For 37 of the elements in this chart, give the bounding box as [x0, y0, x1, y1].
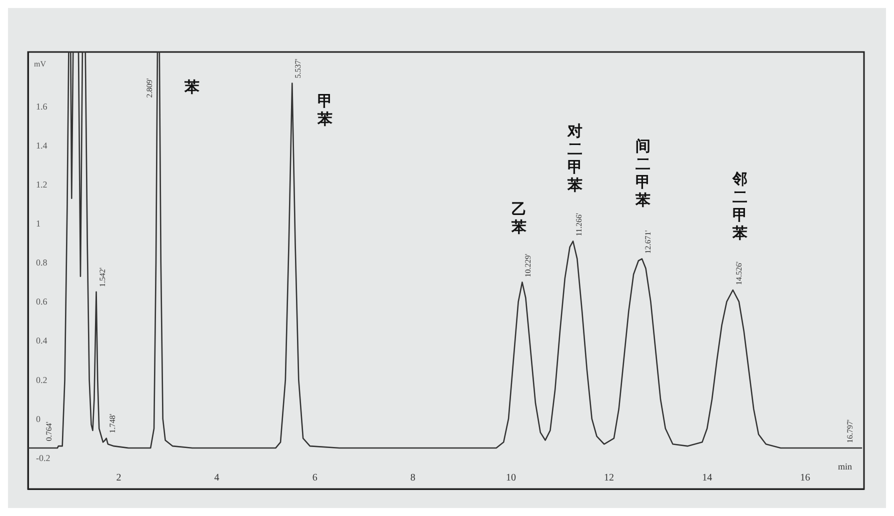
x-tick-label: 16	[800, 472, 810, 484]
annotation: 间二甲苯	[634, 137, 652, 209]
annotation: 16.797'	[846, 419, 855, 444]
y-tick-label: 1.2	[36, 180, 48, 190]
annotation: 0.764'	[44, 421, 54, 442]
line-series	[27, 51, 862, 449]
x-tick-label: 8	[410, 472, 416, 484]
x-tick-label: 10	[506, 472, 516, 484]
annotation: 甲苯	[316, 92, 334, 128]
x-tick-label: 2	[116, 472, 122, 484]
annotation: 苯	[184, 78, 200, 96]
y-tick-label: 0	[36, 414, 41, 424]
y-tick-label: 1	[36, 218, 40, 229]
annotation: 1.542'	[98, 266, 107, 287]
y-tick-label: 0.8	[36, 258, 48, 268]
annotation: 1.748'	[108, 413, 117, 434]
x-axis-title: min	[838, 462, 852, 472]
x-tick-label: 14	[702, 472, 712, 484]
y-tick-label: 1.6	[36, 102, 48, 112]
annotation: 邻二甲苯	[732, 170, 748, 242]
annotation: 12.671'	[643, 230, 652, 254]
x-tick-label: 12	[604, 472, 614, 484]
y-tick-label: 0.4	[36, 336, 48, 346]
y-tick-label: -0.2	[36, 452, 50, 463]
annotation: 10.229'	[524, 253, 533, 278]
annotation: 11.266'	[574, 212, 584, 236]
x-tick-label: 6	[312, 472, 318, 484]
x-tick-label: 4	[214, 472, 220, 484]
annotation: 乙苯	[510, 200, 528, 236]
annotation: 5.537'	[294, 58, 303, 78]
y-tick-label: 0.6	[36, 296, 48, 307]
y-tick-label: 1.4	[36, 140, 48, 151]
y-axis-title: mV	[34, 60, 46, 68]
y-tick-label: 0.2	[36, 374, 48, 385]
annotation: 2.809'	[144, 78, 154, 98]
annotation: 对二甲苯	[566, 122, 584, 194]
annotation: 14.526'	[734, 261, 744, 286]
